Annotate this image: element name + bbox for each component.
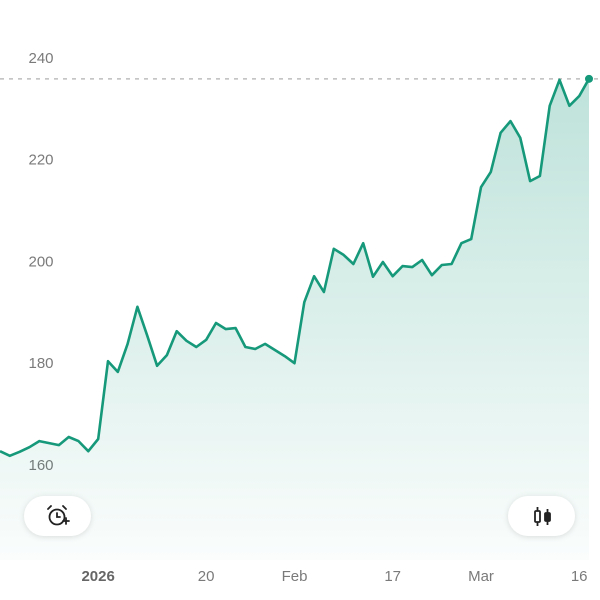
x-tick-label: 16 (571, 568, 588, 585)
button-background (508, 496, 575, 536)
y-tick-label: 180 (28, 355, 53, 372)
alarm-icon (47, 505, 70, 526)
x-tick-label: 20 (198, 568, 215, 585)
x-tick-label: Mar (468, 568, 494, 585)
x-tick-label: 2026 (81, 568, 114, 585)
last-price-dot (585, 74, 593, 83)
area-fill (0, 78, 589, 561)
x-tick-label: 17 (384, 568, 401, 585)
candlestick-button[interactable] (508, 496, 575, 536)
alarm-button[interactable] (24, 496, 91, 536)
candlestick-icon (534, 507, 551, 526)
x-tick-label: Feb (282, 568, 308, 585)
y-tick-label: 220 (28, 152, 53, 169)
y-tick-label: 200 (28, 253, 53, 270)
price-line (0, 78, 591, 458)
y-tick-label: 240 (28, 50, 53, 67)
